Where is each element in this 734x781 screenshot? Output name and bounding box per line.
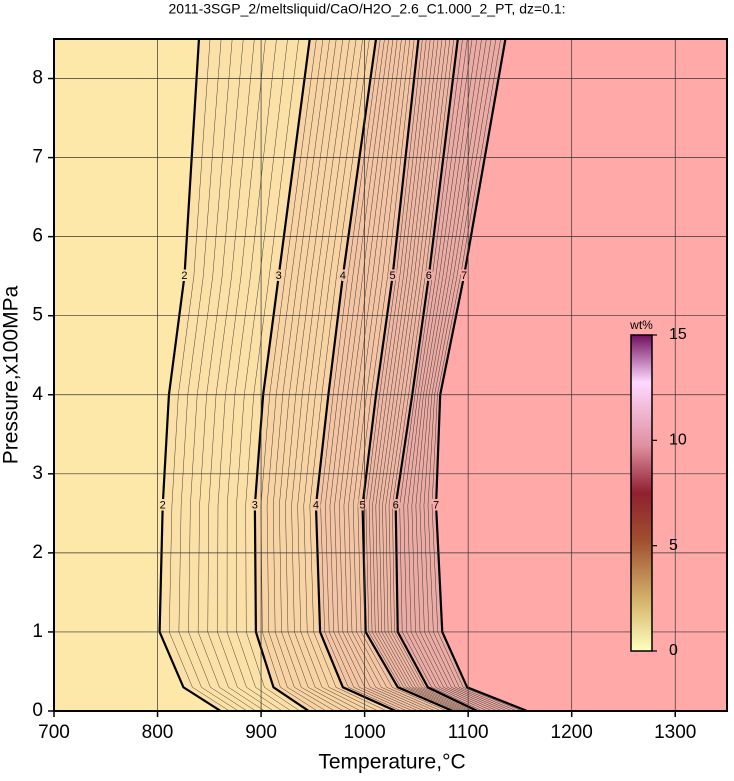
x-tick-label: 900 <box>245 722 277 743</box>
minor-contour <box>368 39 458 711</box>
minor-contour <box>375 39 463 711</box>
minor-contour <box>411 39 498 711</box>
y-tick-label: 7 <box>32 147 43 168</box>
contour-line <box>253 39 311 711</box>
minor-contour <box>178 39 239 711</box>
minor-contour <box>285 39 353 711</box>
minor-contour <box>427 39 518 711</box>
colorbar-label: wt% <box>629 318 653 332</box>
contour-label: 5 <box>359 499 365 511</box>
minor-contour <box>403 39 488 711</box>
minor-contour <box>329 39 413 711</box>
contour-label: 5 <box>390 270 396 282</box>
y-axis-label: Pressure,x100MPa <box>0 285 23 464</box>
contour-label: 6 <box>393 499 399 511</box>
x-tick-label: 1200 <box>551 722 593 743</box>
x-axis-label: Temperature,°C <box>318 751 465 774</box>
minor-contour <box>343 39 430 711</box>
y-tick-label: 3 <box>32 463 43 484</box>
contour-line <box>434 39 528 711</box>
contour-label: 6 <box>426 270 432 282</box>
x-tick-label: 1000 <box>343 722 385 743</box>
plot-frame <box>53 38 728 712</box>
colorbar-tick-label: 0 <box>669 642 678 659</box>
contour-label: 4 <box>340 270 346 282</box>
x-tick-label: 1300 <box>654 722 696 743</box>
y-tick-label: 6 <box>32 226 43 247</box>
x-tick-label: 700 <box>38 722 70 743</box>
minor-contour <box>291 39 362 711</box>
minor-contour <box>365 39 456 711</box>
contour-line <box>361 39 454 711</box>
y-tick-label: 0 <box>32 700 43 721</box>
colorbar-tick-label: 10 <box>669 432 687 449</box>
minor-contour <box>217 39 274 711</box>
minor-contour <box>303 39 379 711</box>
colorbar-tick-label: 5 <box>669 537 678 554</box>
y-tick-label: 2 <box>32 542 43 563</box>
minor-contour <box>431 39 523 711</box>
minor-contour <box>309 39 388 711</box>
minor-contour <box>388 39 473 711</box>
chart-title: 2011-3SGP_2/meltsliquid/CaO/H2O_2.6_C1.0… <box>168 1 565 17</box>
minor-contour <box>168 39 230 711</box>
minor-contour <box>279 39 344 711</box>
minor-contour <box>236 39 292 711</box>
minor-contour <box>207 39 265 711</box>
contour-line <box>158 39 222 711</box>
minor-contour <box>338 39 425 711</box>
y-tick-label: 1 <box>32 621 43 642</box>
minor-contour <box>357 39 448 711</box>
colorbar-tick-label: 15 <box>669 326 687 343</box>
minor-contour <box>266 39 327 711</box>
minor-contour <box>325 39 408 711</box>
x-tick-label: 1100 <box>448 722 489 743</box>
contour-label: 2 <box>160 499 166 511</box>
contour-label: 2 <box>181 270 187 282</box>
minor-contour <box>197 39 257 711</box>
contour-label: 4 <box>313 499 319 511</box>
plot-area: 2 2 3 3 4 4 5 5 6 6 7 7 <box>54 39 727 711</box>
contour-line <box>314 39 397 711</box>
x-tick-label: 800 <box>142 722 174 743</box>
contour-region <box>436 39 727 711</box>
overlay: 700 800 900 1000 1100 1200 1300 0 1 2 3 4 5 6 7 8 wt% 0 5 1… <box>32 38 728 743</box>
minor-contour <box>188 39 248 711</box>
minor-contour <box>407 39 493 711</box>
minor-contour <box>226 39 283 711</box>
contour-label: 3 <box>252 499 258 511</box>
contour-label: 3 <box>276 270 282 282</box>
minor-contour <box>272 39 335 711</box>
contour-label: 7 <box>433 499 439 511</box>
y-tick-label: 4 <box>32 384 43 405</box>
minor-contour <box>348 39 436 711</box>
minor-contour <box>352 39 442 711</box>
minor-contour <box>385 39 471 711</box>
minor-contour <box>419 39 508 711</box>
y-tick-label: 8 <box>32 68 43 89</box>
contour-line <box>394 39 478 711</box>
colorbar <box>630 334 653 652</box>
minor-contour <box>399 39 483 711</box>
minor-contour <box>382 39 468 711</box>
y-tick-label: 5 <box>32 305 43 326</box>
contour-label: 7 <box>461 270 467 282</box>
minor-contour <box>245 39 301 711</box>
minor-contour <box>415 39 503 711</box>
minor-contour <box>320 39 402 711</box>
minor-contour <box>372 39 461 711</box>
minor-contour <box>392 39 476 711</box>
minor-contour <box>423 39 513 711</box>
minor-contour <box>297 39 370 711</box>
minor-contour <box>378 39 466 711</box>
